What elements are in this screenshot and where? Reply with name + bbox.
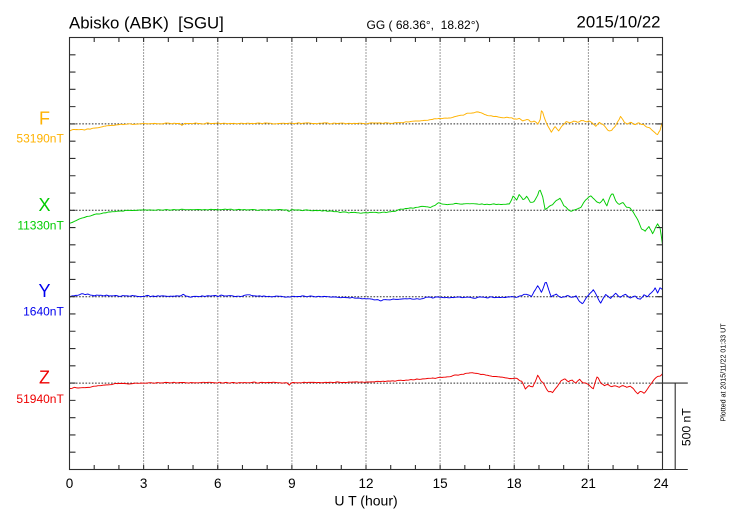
svg-text:12: 12 xyxy=(358,476,373,491)
svg-text:21: 21 xyxy=(581,476,596,491)
svg-text:51940nT: 51940nT xyxy=(16,392,64,406)
svg-text:Plotted at 2015/11/22 01:33 UT: Plotted at 2015/11/22 01:33 UT xyxy=(720,323,728,422)
svg-text:2015/10/22: 2015/10/22 xyxy=(577,13,661,32)
svg-text:6: 6 xyxy=(214,476,222,491)
svg-text:53190nT: 53190nT xyxy=(16,131,64,145)
svg-text:1640nT: 1640nT xyxy=(23,304,64,318)
svg-text:0: 0 xyxy=(66,476,74,491)
svg-text:GG ( 68.36°, 18.82°): GG ( 68.36°, 18.82°) xyxy=(367,18,480,32)
svg-text:F: F xyxy=(39,108,50,128)
svg-text:9: 9 xyxy=(288,476,296,491)
svg-text:Y: Y xyxy=(38,281,50,301)
svg-text:U T (hour): U T (hour) xyxy=(334,493,397,509)
svg-text:15: 15 xyxy=(433,476,448,491)
svg-text:3: 3 xyxy=(140,476,148,491)
svg-text:Z: Z xyxy=(39,368,50,388)
svg-text:18: 18 xyxy=(507,476,522,491)
svg-text:24: 24 xyxy=(653,476,669,491)
svg-text:500 nT: 500 nT xyxy=(680,408,694,446)
svg-text:11330nT: 11330nT xyxy=(17,218,64,232)
svg-text:X: X xyxy=(38,195,50,215)
svg-text:Abisko (ABK) [SGU]: Abisko (ABK) [SGU] xyxy=(69,14,224,33)
